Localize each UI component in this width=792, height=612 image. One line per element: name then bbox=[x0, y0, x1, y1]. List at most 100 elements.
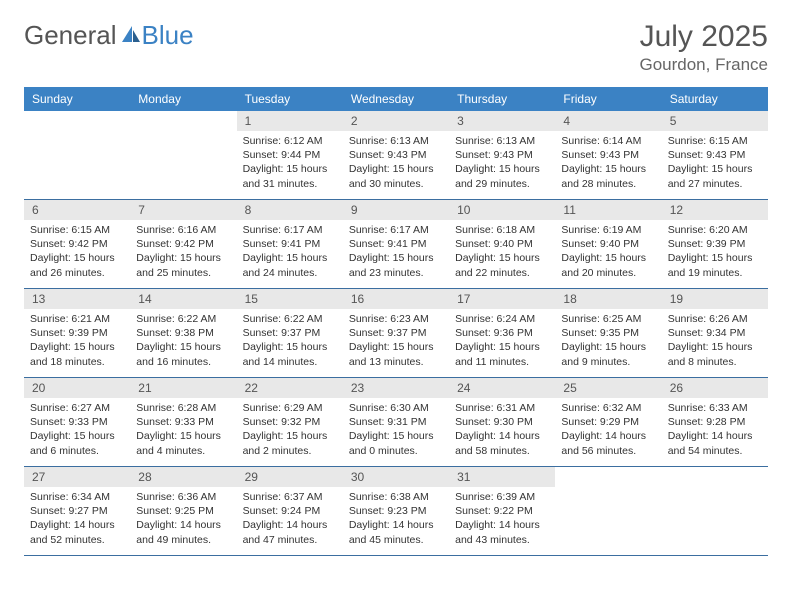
calendar-body: 1Sunrise: 6:12 AMSunset: 9:44 PMDaylight… bbox=[24, 111, 768, 556]
calendar-cell: 6Sunrise: 6:15 AMSunset: 9:42 PMDaylight… bbox=[24, 200, 130, 289]
day-content: Sunrise: 6:24 AMSunset: 9:36 PMDaylight:… bbox=[449, 309, 555, 373]
calendar-cell: 23Sunrise: 6:30 AMSunset: 9:31 PMDayligh… bbox=[343, 378, 449, 467]
day-number: 23 bbox=[343, 378, 449, 398]
calendar-cell: 12Sunrise: 6:20 AMSunset: 9:39 PMDayligh… bbox=[662, 200, 768, 289]
day-content: Sunrise: 6:27 AMSunset: 9:33 PMDaylight:… bbox=[24, 398, 130, 462]
day-content: Sunrise: 6:19 AMSunset: 9:40 PMDaylight:… bbox=[555, 220, 661, 284]
day-number: 11 bbox=[555, 200, 661, 220]
day-content: Sunrise: 6:34 AMSunset: 9:27 PMDaylight:… bbox=[24, 487, 130, 551]
calendar-cell bbox=[24, 111, 130, 200]
calendar-cell: 24Sunrise: 6:31 AMSunset: 9:30 PMDayligh… bbox=[449, 378, 555, 467]
calendar-cell: 4Sunrise: 6:14 AMSunset: 9:43 PMDaylight… bbox=[555, 111, 661, 200]
calendar-cell: 13Sunrise: 6:21 AMSunset: 9:39 PMDayligh… bbox=[24, 289, 130, 378]
calendar-cell: 7Sunrise: 6:16 AMSunset: 9:42 PMDaylight… bbox=[130, 200, 236, 289]
calendar-cell: 15Sunrise: 6:22 AMSunset: 9:37 PMDayligh… bbox=[237, 289, 343, 378]
day-number: 1 bbox=[237, 111, 343, 131]
day-content: Sunrise: 6:32 AMSunset: 9:29 PMDaylight:… bbox=[555, 398, 661, 462]
day-content: Sunrise: 6:22 AMSunset: 9:38 PMDaylight:… bbox=[130, 309, 236, 373]
calendar-row: 6Sunrise: 6:15 AMSunset: 9:42 PMDaylight… bbox=[24, 200, 768, 289]
calendar-row: 27Sunrise: 6:34 AMSunset: 9:27 PMDayligh… bbox=[24, 467, 768, 556]
title-block: July 2025 Gourdon, France bbox=[639, 20, 768, 75]
day-content: Sunrise: 6:15 AMSunset: 9:42 PMDaylight:… bbox=[24, 220, 130, 284]
day-content: Sunrise: 6:33 AMSunset: 9:28 PMDaylight:… bbox=[662, 398, 768, 462]
day-content: Sunrise: 6:13 AMSunset: 9:43 PMDaylight:… bbox=[449, 131, 555, 195]
logo-text-2: Blue bbox=[142, 20, 194, 51]
calendar-cell bbox=[555, 467, 661, 556]
day-header: Wednesday bbox=[343, 87, 449, 111]
day-number: 5 bbox=[662, 111, 768, 131]
day-number: 31 bbox=[449, 467, 555, 487]
day-number: 17 bbox=[449, 289, 555, 309]
day-content: Sunrise: 6:15 AMSunset: 9:43 PMDaylight:… bbox=[662, 131, 768, 195]
day-number: 21 bbox=[130, 378, 236, 398]
day-number: 9 bbox=[343, 200, 449, 220]
day-number: 29 bbox=[237, 467, 343, 487]
day-number: 12 bbox=[662, 200, 768, 220]
logo: General Blue bbox=[24, 20, 194, 51]
calendar-cell: 2Sunrise: 6:13 AMSunset: 9:43 PMDaylight… bbox=[343, 111, 449, 200]
day-number: 8 bbox=[237, 200, 343, 220]
day-content: Sunrise: 6:39 AMSunset: 9:22 PMDaylight:… bbox=[449, 487, 555, 551]
day-number: 25 bbox=[555, 378, 661, 398]
day-number: 20 bbox=[24, 378, 130, 398]
day-content: Sunrise: 6:38 AMSunset: 9:23 PMDaylight:… bbox=[343, 487, 449, 551]
calendar-cell: 17Sunrise: 6:24 AMSunset: 9:36 PMDayligh… bbox=[449, 289, 555, 378]
day-content: Sunrise: 6:31 AMSunset: 9:30 PMDaylight:… bbox=[449, 398, 555, 462]
day-content: Sunrise: 6:13 AMSunset: 9:43 PMDaylight:… bbox=[343, 131, 449, 195]
day-number: 27 bbox=[24, 467, 130, 487]
calendar-cell: 25Sunrise: 6:32 AMSunset: 9:29 PMDayligh… bbox=[555, 378, 661, 467]
day-header: Monday bbox=[130, 87, 236, 111]
day-content: Sunrise: 6:18 AMSunset: 9:40 PMDaylight:… bbox=[449, 220, 555, 284]
day-content: Sunrise: 6:21 AMSunset: 9:39 PMDaylight:… bbox=[24, 309, 130, 373]
calendar-cell: 30Sunrise: 6:38 AMSunset: 9:23 PMDayligh… bbox=[343, 467, 449, 556]
calendar-row: 20Sunrise: 6:27 AMSunset: 9:33 PMDayligh… bbox=[24, 378, 768, 467]
day-content: Sunrise: 6:23 AMSunset: 9:37 PMDaylight:… bbox=[343, 309, 449, 373]
logo-text-1: General bbox=[24, 20, 117, 51]
calendar-header-row: SundayMondayTuesdayWednesdayThursdayFrid… bbox=[24, 87, 768, 111]
day-number: 22 bbox=[237, 378, 343, 398]
day-number: 6 bbox=[24, 200, 130, 220]
calendar-cell: 21Sunrise: 6:28 AMSunset: 9:33 PMDayligh… bbox=[130, 378, 236, 467]
day-content: Sunrise: 6:26 AMSunset: 9:34 PMDaylight:… bbox=[662, 309, 768, 373]
day-content: Sunrise: 6:25 AMSunset: 9:35 PMDaylight:… bbox=[555, 309, 661, 373]
calendar-cell: 20Sunrise: 6:27 AMSunset: 9:33 PMDayligh… bbox=[24, 378, 130, 467]
calendar-cell: 26Sunrise: 6:33 AMSunset: 9:28 PMDayligh… bbox=[662, 378, 768, 467]
day-content: Sunrise: 6:30 AMSunset: 9:31 PMDaylight:… bbox=[343, 398, 449, 462]
calendar-table: SundayMondayTuesdayWednesdayThursdayFrid… bbox=[24, 87, 768, 556]
month-title: July 2025 bbox=[639, 20, 768, 53]
header: General Blue July 2025 Gourdon, France bbox=[24, 20, 768, 75]
day-header: Sunday bbox=[24, 87, 130, 111]
calendar-cell: 29Sunrise: 6:37 AMSunset: 9:24 PMDayligh… bbox=[237, 467, 343, 556]
day-content: Sunrise: 6:20 AMSunset: 9:39 PMDaylight:… bbox=[662, 220, 768, 284]
calendar-cell bbox=[662, 467, 768, 556]
calendar-cell: 27Sunrise: 6:34 AMSunset: 9:27 PMDayligh… bbox=[24, 467, 130, 556]
calendar-cell: 11Sunrise: 6:19 AMSunset: 9:40 PMDayligh… bbox=[555, 200, 661, 289]
day-number: 14 bbox=[130, 289, 236, 309]
day-number: 19 bbox=[662, 289, 768, 309]
calendar-cell: 1Sunrise: 6:12 AMSunset: 9:44 PMDaylight… bbox=[237, 111, 343, 200]
logo-sail-icon bbox=[120, 24, 142, 44]
day-number: 15 bbox=[237, 289, 343, 309]
day-number: 13 bbox=[24, 289, 130, 309]
day-content: Sunrise: 6:36 AMSunset: 9:25 PMDaylight:… bbox=[130, 487, 236, 551]
day-content: Sunrise: 6:28 AMSunset: 9:33 PMDaylight:… bbox=[130, 398, 236, 462]
day-content: Sunrise: 6:12 AMSunset: 9:44 PMDaylight:… bbox=[237, 131, 343, 195]
calendar-row: 13Sunrise: 6:21 AMSunset: 9:39 PMDayligh… bbox=[24, 289, 768, 378]
calendar-cell: 9Sunrise: 6:17 AMSunset: 9:41 PMDaylight… bbox=[343, 200, 449, 289]
day-number: 7 bbox=[130, 200, 236, 220]
calendar-cell: 10Sunrise: 6:18 AMSunset: 9:40 PMDayligh… bbox=[449, 200, 555, 289]
calendar-cell: 3Sunrise: 6:13 AMSunset: 9:43 PMDaylight… bbox=[449, 111, 555, 200]
day-number: 26 bbox=[662, 378, 768, 398]
calendar-cell: 28Sunrise: 6:36 AMSunset: 9:25 PMDayligh… bbox=[130, 467, 236, 556]
calendar-cell: 19Sunrise: 6:26 AMSunset: 9:34 PMDayligh… bbox=[662, 289, 768, 378]
day-number: 16 bbox=[343, 289, 449, 309]
calendar-row: 1Sunrise: 6:12 AMSunset: 9:44 PMDaylight… bbox=[24, 111, 768, 200]
day-content: Sunrise: 6:17 AMSunset: 9:41 PMDaylight:… bbox=[237, 220, 343, 284]
calendar-cell: 18Sunrise: 6:25 AMSunset: 9:35 PMDayligh… bbox=[555, 289, 661, 378]
location: Gourdon, France bbox=[639, 55, 768, 75]
day-number: 28 bbox=[130, 467, 236, 487]
day-number: 3 bbox=[449, 111, 555, 131]
day-number: 24 bbox=[449, 378, 555, 398]
calendar-cell: 8Sunrise: 6:17 AMSunset: 9:41 PMDaylight… bbox=[237, 200, 343, 289]
calendar-cell: 14Sunrise: 6:22 AMSunset: 9:38 PMDayligh… bbox=[130, 289, 236, 378]
